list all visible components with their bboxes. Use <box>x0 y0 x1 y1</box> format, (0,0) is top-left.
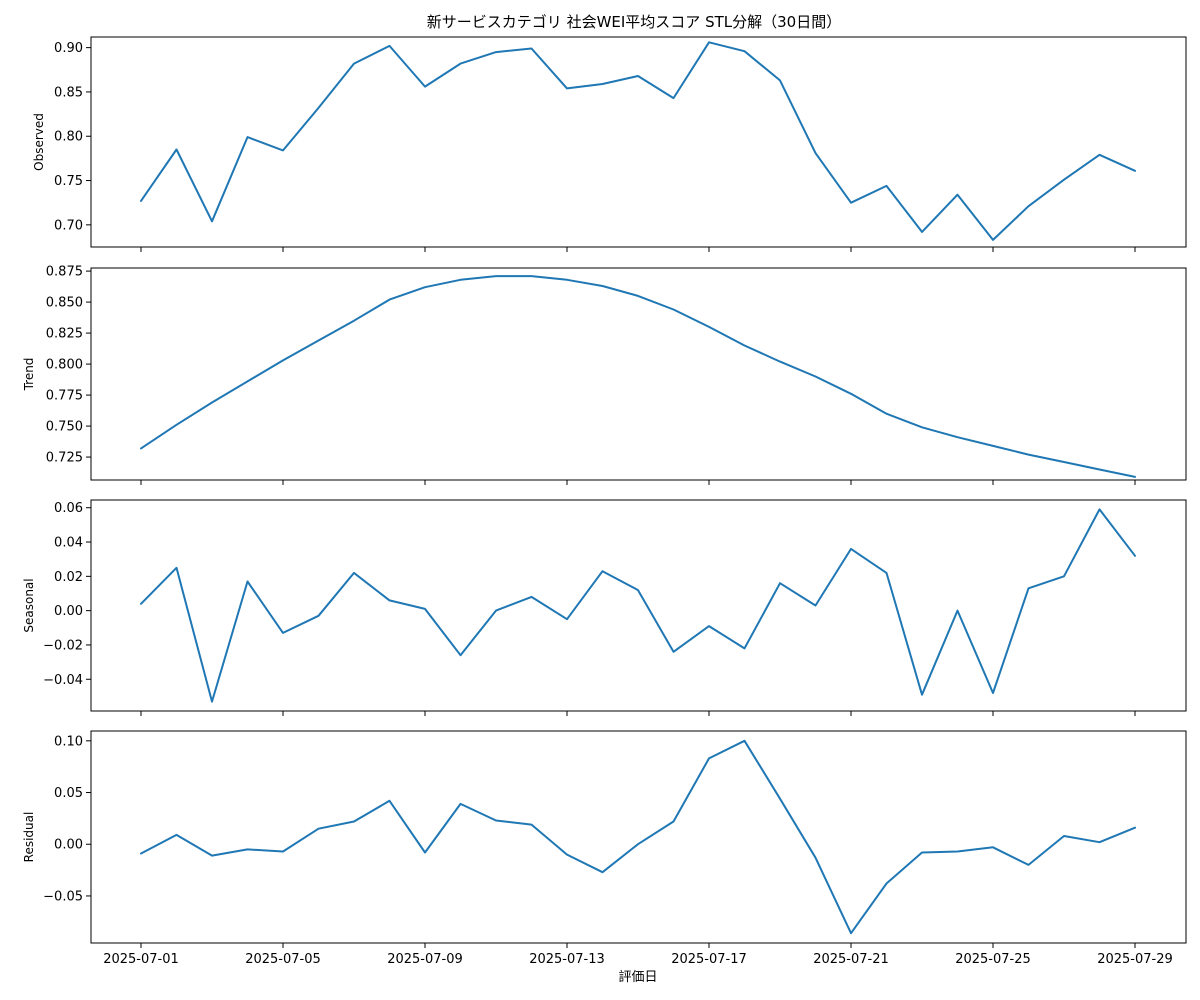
panel-seasonal: −0.04 −0.02 0.00 0.02 0.04 0.06 Seasonal <box>22 499 1187 716</box>
y-axis-label: Residual <box>22 812 36 863</box>
y-tick-label: 0.750 <box>46 420 83 435</box>
x-tick-label: 2025-07-25 <box>955 952 1031 967</box>
y-tick-label: 0.725 <box>46 451 83 466</box>
axes-frame-observed <box>90 36 1187 248</box>
y-tick-label: −0.04 <box>43 673 83 688</box>
axes-frame-residual <box>90 730 1187 944</box>
series-line-observed <box>140 41 1136 241</box>
panel-trend: 0.725 0.750 0.775 0.800 0.825 0.850 0.875 Trend <box>22 265 1187 485</box>
x-tick-label: 2025-07-13 <box>529 952 605 967</box>
y-tick-label: 0.00 <box>54 604 83 619</box>
panel-observed: 0.70 0.75 0.80 0.85 0.90 Observed <box>32 36 1187 252</box>
y-tick-label: 0.850 <box>46 296 83 311</box>
x-tick-label: 2025-07-21 <box>813 952 889 967</box>
x-tick-label: 2025-07-05 <box>245 952 321 967</box>
y-tick-label: 0.825 <box>46 327 83 342</box>
x-tick-label: 2025-07-01 <box>103 952 179 967</box>
y-tick-label: 0.80 <box>54 130 83 145</box>
axes-frame-seasonal <box>90 499 1187 712</box>
y-axis-label: Seasonal <box>22 578 36 632</box>
y-tick-label: 0.800 <box>46 358 83 373</box>
y-tick-label: −0.05 <box>43 889 83 904</box>
y-tick-label: 0.775 <box>46 389 83 404</box>
y-tick-label: 0.90 <box>54 41 83 56</box>
y-tick-label: 0.875 <box>46 265 83 280</box>
y-tick-label: 0.04 <box>54 536 83 551</box>
x-tick-label: 2025-07-29 <box>1097 952 1173 967</box>
panel-residual: −0.05 0.00 0.05 0.10 Residual 2025-07-01 2025-… <box>22 730 1187 967</box>
series-line-residual <box>140 739 1136 935</box>
y-tick-label: 0.00 <box>54 838 83 853</box>
y-tick-label: 0.10 <box>54 734 83 749</box>
y-tick-label: 0.75 <box>54 174 83 189</box>
axes-frame-trend <box>90 267 1187 481</box>
y-axis-label: Observed <box>32 113 46 171</box>
x-tick-label: 2025-07-09 <box>387 952 463 967</box>
y-tick-label: −0.02 <box>43 638 83 653</box>
y-tick-label: 0.85 <box>54 85 83 100</box>
y-tick-label: 0.70 <box>54 218 83 233</box>
y-tick-label: 0.02 <box>54 570 83 585</box>
y-tick-label: 0.05 <box>54 786 83 801</box>
y-tick-label: 0.06 <box>54 501 83 516</box>
series-line-seasonal <box>140 508 1136 703</box>
y-axis-label: Trend <box>22 358 36 392</box>
panels-group: 0.700.750.800.850.90Observed0.7250.7500.… <box>22 36 1187 967</box>
series-line-trend <box>140 275 1136 478</box>
x-tick-label: 2025-07-17 <box>671 952 747 967</box>
chart-title: 新サービスカテゴリ 社会WEI平均スコア STL分解（30日間） <box>427 13 841 31</box>
x-axis-label: 評価日 <box>618 970 657 985</box>
